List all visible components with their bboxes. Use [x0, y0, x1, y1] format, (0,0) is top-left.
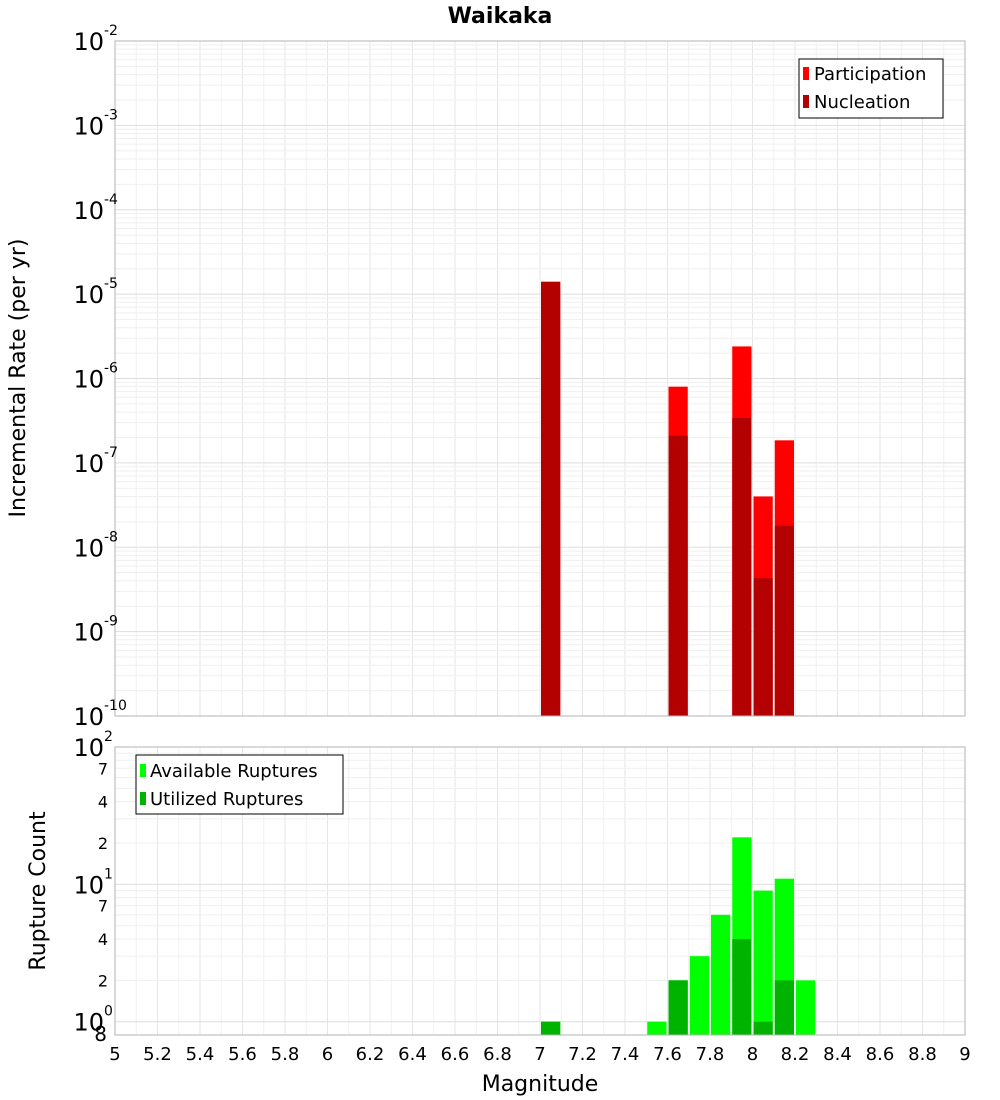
x-tick-label: 5	[109, 1044, 120, 1065]
x-axis-label: Magnitude	[482, 1072, 599, 1097]
y-tick-exponent: -8	[104, 529, 118, 545]
top-legend: Participation Nucleation	[798, 58, 944, 119]
rate-bar-nucleation	[541, 281, 561, 716]
legend-label-available-ruptures: Available Ruptures	[150, 761, 318, 782]
count-bar-utilized-ruptures	[753, 1021, 773, 1035]
top-plot-frame	[114, 40, 966, 717]
x-tick-label: 9	[959, 1044, 970, 1065]
y-tick-base: 10	[73, 28, 104, 56]
y-tick-base: 10	[73, 281, 104, 309]
y-minor-tick-label: 7	[98, 759, 108, 778]
y-tick-exponent: -2	[104, 23, 118, 39]
x-tick-label: 7.2	[568, 1044, 597, 1065]
legend-label-utilized-ruptures: Utilized Ruptures	[150, 789, 303, 810]
x-tick-label: 6	[322, 1044, 333, 1065]
x-tick-label: 5.8	[271, 1044, 300, 1065]
y-tick-exponent: -5	[104, 276, 118, 292]
rate-bar-nucleation	[732, 418, 752, 716]
y-minor-tick-label: 2	[98, 971, 108, 990]
x-tick-label: 7	[534, 1044, 545, 1065]
x-tick-label: 6.2	[356, 1044, 385, 1065]
x-tick-label: 8.8	[908, 1044, 937, 1065]
x-tick-label: 8.6	[866, 1044, 895, 1065]
legend-swatch-participation	[803, 67, 809, 80]
count-bar-available-ruptures	[689, 956, 709, 1035]
y-tick-exponent: -4	[104, 192, 118, 208]
bottom-y-axis-label: Rupture Count	[26, 811, 51, 971]
y-tick-base: 10	[73, 619, 104, 647]
y-minor-tick-label: 4	[98, 793, 108, 812]
bottom-plot-frame	[114, 746, 966, 1036]
y-minor-tick-label: 7	[98, 897, 108, 916]
x-tick-label: 6.4	[398, 1044, 427, 1065]
x-tick-label: 6.6	[441, 1044, 470, 1065]
x-tick-label: 7.8	[696, 1044, 725, 1065]
count-bar-utilized-ruptures	[541, 1021, 561, 1035]
y-tick-base: 10	[73, 871, 104, 899]
x-tick-label: 5.2	[143, 1044, 172, 1065]
y-tick-exponent: -3	[104, 107, 118, 123]
count-bar-available-ruptures	[796, 980, 816, 1035]
x-tick-label: 5.4	[186, 1044, 215, 1065]
rate-bar-nucleation	[774, 525, 794, 716]
y-tick-base: 10	[73, 450, 104, 478]
y-tick-exponent: -6	[104, 361, 118, 377]
x-tick-label: 5.6	[228, 1044, 257, 1065]
y-tick-base: 10	[73, 534, 104, 562]
y-tick-base: 10	[73, 703, 104, 731]
y-tick-exponent: -10	[104, 698, 127, 714]
count-bar-available-ruptures	[647, 1021, 667, 1035]
count-bar-available-ruptures	[711, 914, 731, 1035]
y-tick-base: 10	[73, 197, 104, 225]
y-tick-base: 10	[73, 734, 104, 762]
top-legend-box	[798, 58, 944, 119]
chart-title: Waikaka	[448, 4, 553, 29]
legend-label-participation: Participation	[814, 64, 926, 85]
legend-swatch-nucleation	[803, 95, 809, 108]
y-tick-exponent: 1	[104, 866, 113, 882]
count-bar-utilized-ruptures	[668, 980, 688, 1035]
count-bar-utilized-ruptures	[732, 939, 752, 1035]
y-minor-tick-label: 2	[98, 834, 108, 853]
x-tick-label: 6.8	[483, 1044, 512, 1065]
y-tick-exponent: 2	[104, 729, 113, 745]
x-tick-label: 8.4	[823, 1044, 852, 1065]
count-bar-utilized-ruptures	[774, 980, 794, 1035]
x-tick-label: 8.2	[781, 1044, 810, 1065]
y-tick-base: 10	[73, 112, 104, 140]
legend-label-nucleation: Nucleation	[814, 92, 910, 113]
x-tick-label: 7.4	[611, 1044, 640, 1065]
bottom-legend: Available Ruptures Utilized Ruptures	[135, 754, 344, 815]
y-tick-exponent: -7	[104, 445, 118, 461]
rate-bar-nucleation	[753, 578, 773, 716]
y-minor-tick-label: 8	[94, 1022, 107, 1046]
legend-swatch-available-ruptures	[140, 764, 146, 777]
count-bar-available-ruptures	[753, 890, 773, 1035]
x-tick-label: 8	[747, 1044, 758, 1065]
y-tick-base: 10	[73, 366, 104, 394]
y-tick-exponent: -9	[104, 614, 118, 630]
x-tick-label: 7.6	[653, 1044, 682, 1065]
rate-bar-nucleation	[668, 435, 688, 716]
legend-swatch-utilized-ruptures	[140, 792, 146, 805]
bottom-legend-box	[135, 754, 344, 815]
top-y-axis-label: Incremental Rate (per yr)	[6, 239, 31, 518]
y-tick-exponent: 0	[104, 1004, 113, 1020]
y-tick-base: 10	[73, 1009, 104, 1037]
y-minor-tick-label: 4	[98, 930, 108, 949]
